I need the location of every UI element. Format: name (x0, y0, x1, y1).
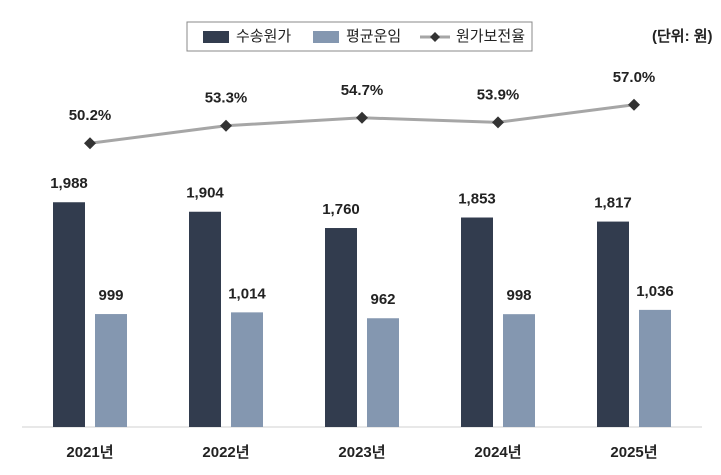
bar (597, 221, 629, 427)
legend-label: 평균운임 (346, 28, 401, 45)
legend-swatch (203, 31, 229, 43)
bar (503, 314, 535, 427)
value-label: 999 (98, 287, 123, 304)
marker (492, 116, 504, 129)
value-label: 50.2% (69, 107, 112, 124)
bar (461, 217, 493, 427)
bar (53, 202, 85, 427)
marker (84, 137, 96, 150)
value-label: 1,760 (322, 201, 360, 218)
bar (639, 309, 671, 427)
line (89, 103, 635, 145)
legend-label: 원가보전율 (456, 28, 525, 45)
x-tick-label: 2023년 (338, 444, 385, 461)
marker (628, 98, 640, 111)
x-tick-label: 2022년 (202, 444, 249, 461)
x-tick-label: 2021년 (66, 444, 113, 461)
value-label: 1,988 (50, 175, 88, 192)
bar (325, 228, 357, 427)
value-label: 1,904 (186, 185, 224, 202)
x-tick-label: 2024년 (474, 444, 521, 461)
bar (231, 312, 263, 427)
value-label: 1,853 (458, 190, 496, 207)
legend-swatch (313, 31, 339, 43)
value-label: 998 (506, 287, 531, 304)
marker (356, 111, 368, 124)
value-label: 962 (370, 291, 395, 308)
bar (367, 318, 399, 427)
bar (95, 314, 127, 427)
value-label: 1,014 (228, 285, 266, 302)
legend-marker (430, 32, 440, 42)
value-label: 57.0% (613, 69, 656, 86)
bar (189, 211, 221, 427)
value-label: 53.3% (205, 90, 248, 107)
legend-box (186, 21, 533, 52)
x-tick-label: 2025년 (610, 444, 657, 461)
value-label: 1,036 (636, 283, 674, 300)
marker (220, 119, 232, 132)
unit-label: (단위: 원) (652, 28, 713, 45)
value-label: 54.7% (341, 82, 384, 99)
value-label: 1,817 (594, 195, 632, 212)
value-label: 53.9% (477, 86, 520, 103)
legend-label: 수송원가 (236, 28, 291, 45)
